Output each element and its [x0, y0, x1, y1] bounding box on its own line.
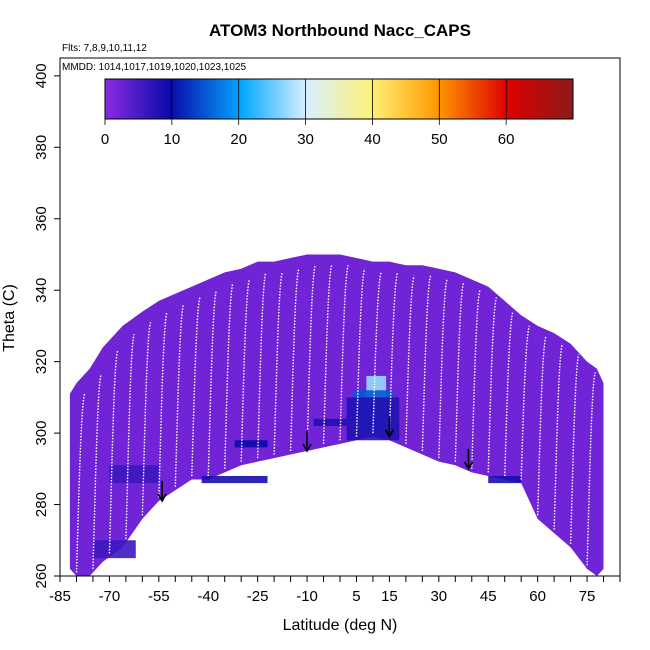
profile-trace — [454, 282, 465, 462]
x-tick-label: 60 — [529, 588, 546, 605]
colorbar-tick-label: 50 — [431, 131, 448, 148]
profile-trace — [125, 334, 135, 540]
colorbar-tick-label: 60 — [498, 131, 515, 148]
arrow-head — [384, 429, 395, 439]
profile-trace — [92, 373, 102, 569]
x-tick-label: -40 — [197, 588, 219, 605]
profile-trace — [207, 289, 218, 476]
y-tick-label: 380 — [33, 135, 50, 160]
x-tick-label: -55 — [148, 588, 170, 605]
enhancement-cell — [201, 475, 268, 484]
profile-trace — [536, 336, 547, 516]
y-tick-label: 260 — [33, 563, 50, 588]
profile-trace — [569, 354, 580, 544]
profile-trace — [339, 264, 349, 441]
x-tick-label: 45 — [480, 588, 497, 605]
colorbar-tick-label: 30 — [297, 131, 314, 148]
enhancement-cell — [109, 465, 159, 484]
profile-trace — [289, 268, 300, 451]
profile-trace — [141, 322, 152, 516]
profile-trace — [487, 297, 498, 473]
profile-trace — [355, 268, 366, 437]
profile-trace — [108, 350, 119, 554]
profile-trace — [256, 272, 267, 459]
x-tick-label: -25 — [247, 588, 269, 605]
enhancement-cell — [234, 440, 268, 448]
data-envelope — [69, 254, 604, 576]
arrow-head — [157, 493, 167, 503]
profile-trace — [388, 272, 399, 437]
x-axis-label: Latitude (deg N) — [283, 617, 398, 634]
profile-trace — [158, 311, 168, 498]
profile-trace — [322, 264, 333, 444]
profile-trace — [553, 343, 564, 530]
colorbar: 0 10 20 30 40 50 60 — [101, 78, 574, 148]
profile-trace — [520, 325, 531, 480]
x-tick-label: -85 — [49, 588, 71, 605]
colorbar-tick-label: 20 — [230, 131, 247, 148]
profile-trace — [191, 297, 201, 476]
profile-trace — [586, 372, 596, 566]
y-tick-label: 340 — [33, 278, 50, 303]
profile-trace — [372, 272, 382, 434]
profile-trace — [438, 279, 448, 459]
x-tick-label: 30 — [430, 588, 447, 605]
y-axis-label: Theta (C) — [1, 284, 18, 352]
x-tick-label: -70 — [99, 588, 121, 605]
colorbar-tick-label: 40 — [364, 131, 381, 148]
profile-trace — [240, 279, 251, 462]
y-axis: 260 280 300 320 340 360 380 400 — [33, 63, 60, 589]
profile-trace — [75, 393, 86, 573]
profile-trace — [273, 272, 284, 455]
dates-note: MMDD: 1014,1017,1019,1020,1023,1025 — [62, 62, 246, 73]
enhancement-cell — [488, 475, 522, 484]
chart-title: ATOM3 Northbound Nacc_CAPS — [209, 21, 471, 40]
enhancement-cell — [313, 418, 347, 426]
x-tick-label: 5 — [352, 588, 360, 605]
profile-trace — [405, 275, 415, 444]
y-tick-label: 320 — [33, 349, 50, 374]
y-tick-label: 360 — [33, 206, 50, 231]
x-tick-label: 75 — [579, 588, 596, 605]
arrow-head — [302, 443, 312, 453]
y-tick-label: 280 — [33, 492, 50, 517]
profile-trace — [471, 289, 481, 469]
profile-trace — [504, 311, 514, 476]
profile-trace — [421, 275, 432, 451]
arrow-head — [463, 461, 474, 471]
plot-area — [69, 254, 604, 576]
x-axis: -85 -70 -55 -40 -25 -10 5 15 30 45 60 75 — [49, 576, 621, 605]
profile-trace — [224, 282, 234, 469]
profile-trace — [174, 304, 185, 487]
profile-trace — [306, 264, 316, 448]
enhancement-cell — [92, 540, 136, 559]
x-tick-label: -10 — [296, 588, 318, 605]
x-tick-label: 15 — [381, 588, 398, 605]
colorbar-tick-label: 10 — [164, 131, 181, 148]
colorbar-gradient — [104, 78, 574, 120]
flights-note: Flts: 7,8,9,10,11,12 — [62, 43, 147, 54]
y-tick-label: 400 — [33, 63, 50, 88]
colorbar-tick-label: 0 — [101, 131, 109, 148]
y-tick-label: 300 — [33, 421, 50, 446]
